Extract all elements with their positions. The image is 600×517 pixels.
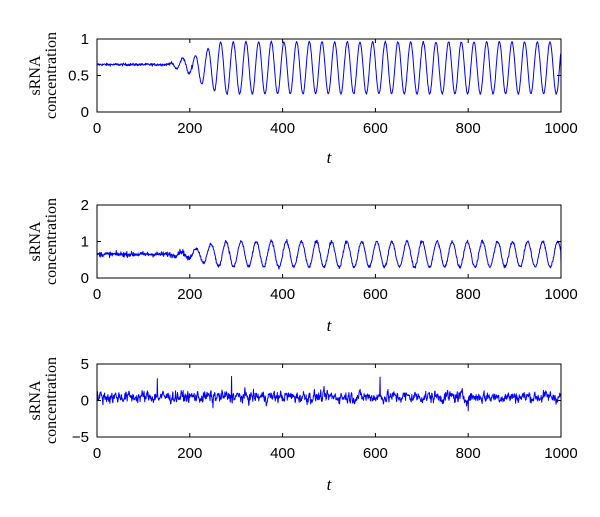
y-tick-label: 5 [81, 356, 89, 373]
y-axis-label-line1: sRNA [27, 55, 44, 95]
y-tick-label: −5 [72, 429, 89, 446]
x-tick-label: 400 [270, 445, 295, 462]
y-axis-label-line2: concentration [43, 357, 60, 444]
y-axis-label-line1: sRNA [27, 380, 44, 420]
x-tick-label: 800 [456, 445, 481, 462]
plot-frame-1 [96, 38, 562, 113]
x-tick-label: 200 [177, 445, 202, 462]
x-tick-label: 1000 [544, 286, 577, 303]
x-tick-label: 200 [177, 286, 202, 303]
y-axis-label-line1: sRNA [27, 221, 44, 261]
x-axis-label: t [327, 148, 333, 167]
series-line-2 [96, 238, 562, 270]
x-tick-label: 0 [93, 286, 101, 303]
series-line-3 [96, 375, 562, 412]
x-tick-label: 800 [456, 120, 481, 137]
x-tick-label: 600 [363, 120, 388, 137]
y-tick-label: 0 [81, 393, 89, 410]
x-tick-label: 600 [363, 286, 388, 303]
x-tick-label: 400 [270, 286, 295, 303]
x-tick-label: 400 [270, 120, 295, 137]
x-tick-label: 0 [93, 445, 101, 462]
y-tick-label: 1 [81, 234, 89, 251]
y-tick-label: 2 [81, 197, 89, 214]
x-tick-label: 600 [363, 445, 388, 462]
y-tick-label: 1 [81, 31, 89, 48]
x-tick-label: 200 [177, 120, 202, 137]
x-tick-label: 0 [93, 120, 101, 137]
x-axis-label: t [327, 475, 333, 494]
y-axis-label-line2: concentration [43, 198, 60, 285]
y-tick-label: 0 [81, 270, 89, 287]
x-tick-label: 1000 [544, 445, 577, 462]
y-axis-label-line2: concentration [43, 32, 60, 119]
y-tick-label: 0 [81, 104, 89, 121]
x-tick-label: 1000 [544, 120, 577, 137]
x-axis-label: t [327, 316, 333, 335]
x-tick-label: 800 [456, 286, 481, 303]
plot-frame-2 [96, 204, 562, 279]
series-line-1 [96, 40, 562, 95]
y-tick-label: 0.5 [68, 68, 89, 85]
